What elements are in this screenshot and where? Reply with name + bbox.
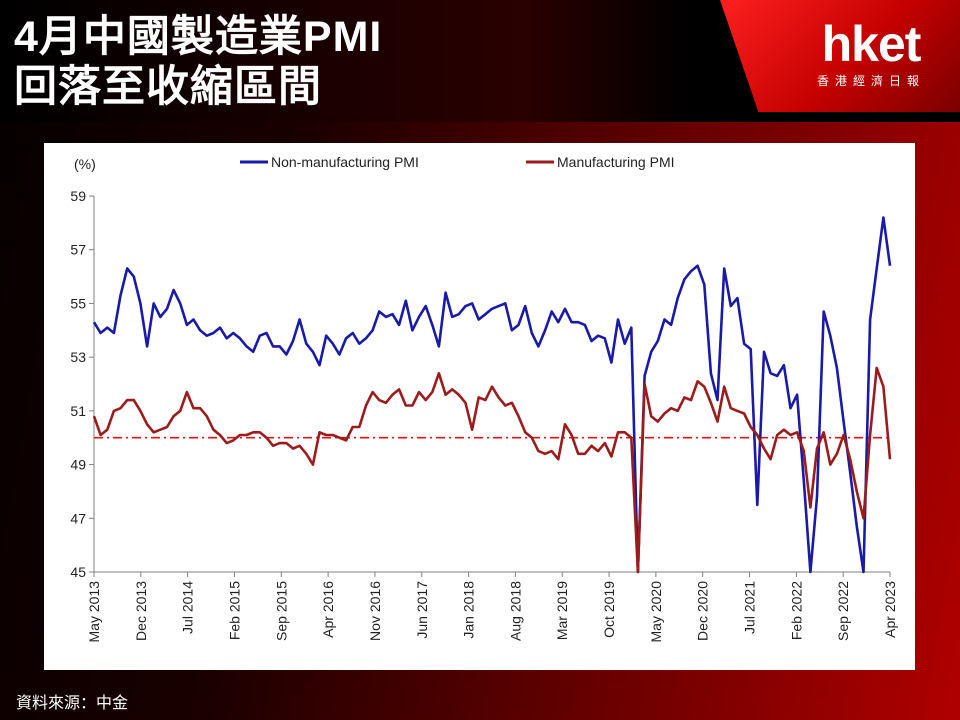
x-tick-label: Sep 2022 bbox=[835, 581, 851, 641]
y-tick-label: 51 bbox=[70, 403, 86, 419]
y-tick-label: 59 bbox=[70, 188, 86, 204]
pmi-line-chart: (%) 45 47 49 51 53 55 57 59 May 2013 Dec 2013 Jul 2… bbox=[70, 154, 898, 643]
x-tick-label: Jul 2021 bbox=[742, 581, 758, 634]
x-tick-label: Apr 2016 bbox=[320, 581, 336, 638]
legend-label-non-manufacturing: Non-manufacturing PMI bbox=[271, 154, 419, 170]
brand-logo[interactable]: hket 香港經濟日報 bbox=[800, 18, 942, 89]
chart-panel: (%) 45 47 49 51 53 55 57 59 May 2013 Dec 2013 Jul 2… bbox=[44, 143, 915, 670]
x-tick-label: Aug 2018 bbox=[507, 581, 523, 641]
y-tick-label: 45 bbox=[70, 564, 86, 580]
y-tick-label: 57 bbox=[70, 242, 86, 258]
y-tick-label: 49 bbox=[70, 457, 86, 473]
x-tick-label: Jan 2018 bbox=[461, 581, 477, 639]
logo-wordmark: hket bbox=[821, 16, 922, 72]
non-manufacturing-pmi-line bbox=[92, 216, 892, 574]
y-tick-label: 53 bbox=[70, 349, 86, 365]
x-tick-label: Dec 2020 bbox=[695, 581, 711, 641]
x-tick-label: May 2020 bbox=[648, 581, 664, 643]
x-tick-label: Jun 2017 bbox=[414, 581, 430, 639]
legend-label-manufacturing: Manufacturing PMI bbox=[557, 154, 675, 170]
x-tick-label: Feb 2022 bbox=[788, 581, 804, 640]
x-tick-label: Dec 2013 bbox=[133, 581, 149, 641]
x-tick-label: Feb 2015 bbox=[226, 581, 242, 640]
x-tick-label: Jul 2014 bbox=[180, 581, 196, 634]
page-title: 4月中國製造業PMI 回落至收縮區間 bbox=[14, 12, 382, 112]
logo-subtitle: 香港經濟日報 bbox=[816, 74, 925, 88]
title-line-2: 回落至收縮區間 bbox=[14, 63, 322, 111]
x-tick-label: Oct 2019 bbox=[601, 581, 617, 638]
x-tick-label: May 2013 bbox=[86, 581, 102, 643]
x-tick-label: Mar 2019 bbox=[554, 581, 570, 640]
logo-backdrop bbox=[720, 0, 960, 112]
source-note: 資料來源：中金 bbox=[16, 695, 129, 712]
x-tick-label: Nov 2016 bbox=[367, 581, 383, 641]
x-tick-label: Sep 2015 bbox=[273, 581, 289, 641]
y-tick-label: 47 bbox=[70, 510, 86, 526]
x-tick-label: Apr 2023 bbox=[882, 581, 898, 638]
title-line-1: 4月中國製造業PMI bbox=[14, 13, 383, 61]
manufacturing-pmi-line bbox=[92, 366, 892, 574]
y-axis-label: (%) bbox=[74, 156, 96, 172]
y-tick-label: 55 bbox=[70, 295, 86, 311]
